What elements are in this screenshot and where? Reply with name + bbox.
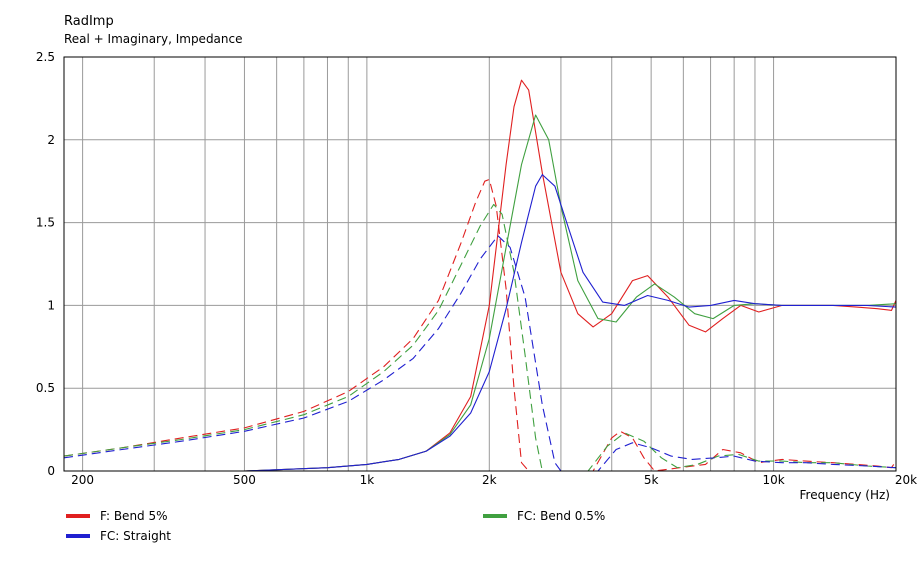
y-axis-ticks: 0 0.5 1 1.5 2 2.5	[36, 50, 55, 478]
x-axis-ticks: 200 500 1k 2k 5k 10k 20k	[71, 473, 917, 487]
x-tick-label: 5k	[644, 473, 659, 487]
y-tick-label: 0	[47, 464, 55, 478]
y-tick-label: 2	[47, 133, 55, 147]
legend-swatch	[66, 534, 90, 538]
legend-label: F: Bend 5%	[100, 509, 168, 523]
legend-swatch	[483, 514, 507, 518]
legend-label: FC: Straight	[100, 529, 171, 543]
x-tick-label: 2k	[482, 473, 497, 487]
series-line-imaginary	[64, 235, 896, 471]
plot-series	[64, 79, 896, 471]
grid-lines	[64, 56, 896, 472]
legend: F: Bend 5% FC: Straight FC: Bend 0.5%	[66, 509, 605, 543]
x-axis-label: Frequency (Hz)	[800, 488, 891, 502]
legend-swatch	[66, 514, 90, 518]
x-tick-label: 20k	[895, 473, 917, 487]
series-line-real	[64, 174, 896, 471]
chart-title: RadImp	[64, 14, 114, 29]
x-tick-label: 500	[233, 473, 256, 487]
legend-label: FC: Bend 0.5%	[517, 509, 605, 523]
series-line-real	[64, 79, 896, 471]
x-tick-label: 1k	[360, 473, 375, 487]
plot-frame	[63, 56, 897, 472]
y-tick-label: 1.5	[36, 216, 55, 230]
y-tick-label: 0.5	[36, 381, 55, 395]
x-tick-label: 200	[71, 473, 94, 487]
series-line-real	[64, 114, 896, 471]
y-tick-label: 1	[47, 298, 55, 312]
x-tick-label: 10k	[762, 473, 784, 487]
series-line-imaginary	[64, 178, 896, 471]
y-tick-label: 2.5	[36, 50, 55, 64]
series-line-imaginary	[64, 203, 896, 471]
chart-subtitle: Real + Imaginary, Impedance	[64, 32, 243, 46]
